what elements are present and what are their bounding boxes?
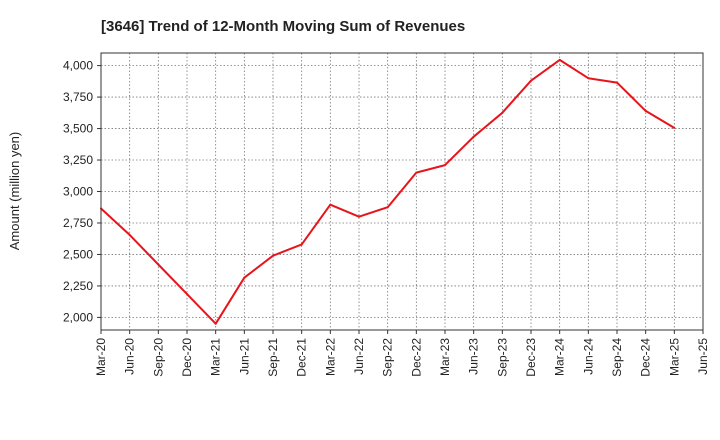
- x-tick-label: Dec-22: [409, 338, 423, 377]
- y-tick-labels: 2,000 2,250 2,500 2,750 3,000 3,250 3,500 3,750…: [63, 59, 101, 324]
- y-tick-label: 4,000: [63, 59, 93, 73]
- x-tick-label: Sep-23: [495, 338, 509, 377]
- x-tick-label: Sep-20: [151, 338, 165, 377]
- y-tick-label: 3,000: [63, 185, 93, 199]
- y-tick-label: 2,250: [63, 279, 93, 293]
- x-tick-label: Dec-21: [295, 338, 309, 377]
- chart-title: [3646] Trend of 12-Month Moving Sum of R…: [101, 18, 465, 35]
- x-tick-label: Sep-24: [610, 338, 624, 377]
- y-tick-label: 3,250: [63, 153, 93, 167]
- y-axis-label: Amount (million yen): [7, 132, 22, 251]
- data-point: [501, 111, 504, 114]
- y-tick-label: 2,750: [63, 216, 93, 230]
- x-tick-label: Mar-23: [438, 338, 452, 376]
- x-tick-label: Jun-20: [123, 338, 137, 375]
- x-tick-label: Dec-24: [639, 338, 653, 377]
- x-tick-label: Jun-21: [237, 338, 251, 375]
- x-tick-label: Jun-24: [581, 338, 595, 375]
- x-tick-label: Dec-20: [180, 338, 194, 377]
- data-point: [673, 126, 676, 129]
- x-tick-label: Sep-21: [266, 338, 280, 377]
- x-tick-label: Mar-25: [667, 338, 681, 376]
- data-point: [386, 206, 389, 209]
- data-point: [186, 293, 188, 296]
- grid-lines: [101, 53, 703, 330]
- x-tick-label: Jun-25: [696, 338, 710, 375]
- data-point: [444, 164, 446, 167]
- x-tick-label: Mar-24: [553, 338, 567, 376]
- data-point: [243, 276, 246, 279]
- data-point: [415, 171, 418, 174]
- y-tick-label: 2,500: [63, 247, 93, 261]
- data-point: [128, 233, 131, 236]
- y-tick-label: 3,500: [63, 122, 93, 136]
- data-point: [358, 215, 360, 218]
- plot-area-frame: [100, 52, 704, 331]
- x-tick-label: Mar-22: [323, 338, 337, 376]
- data-point: [644, 109, 647, 112]
- data-point: [300, 243, 303, 246]
- data-point: [329, 203, 332, 206]
- x-tick-label: Mar-21: [209, 338, 223, 376]
- data-point: [587, 77, 590, 80]
- x-tick-label: Jun-22: [352, 338, 366, 375]
- data-point: [558, 58, 561, 61]
- data-point: [616, 81, 618, 84]
- data-point: [472, 135, 475, 138]
- data-point: [157, 263, 160, 266]
- x-tick-labels: Mar-20 Jun-20 Sep-20 Dec-20 Mar-21 Jun-21 Sep-…: [94, 330, 710, 377]
- x-tick-label: Jun-23: [467, 338, 481, 375]
- x-tick-label: Sep-22: [381, 338, 395, 377]
- y-tick-label: 3,750: [63, 90, 93, 104]
- data-point: [530, 79, 532, 82]
- x-tick-label: Dec-23: [524, 338, 538, 377]
- data-point: [272, 254, 274, 257]
- data-point: [214, 322, 217, 325]
- y-tick-label: 2,000: [63, 310, 93, 324]
- x-tick-label: Mar-20: [94, 338, 108, 376]
